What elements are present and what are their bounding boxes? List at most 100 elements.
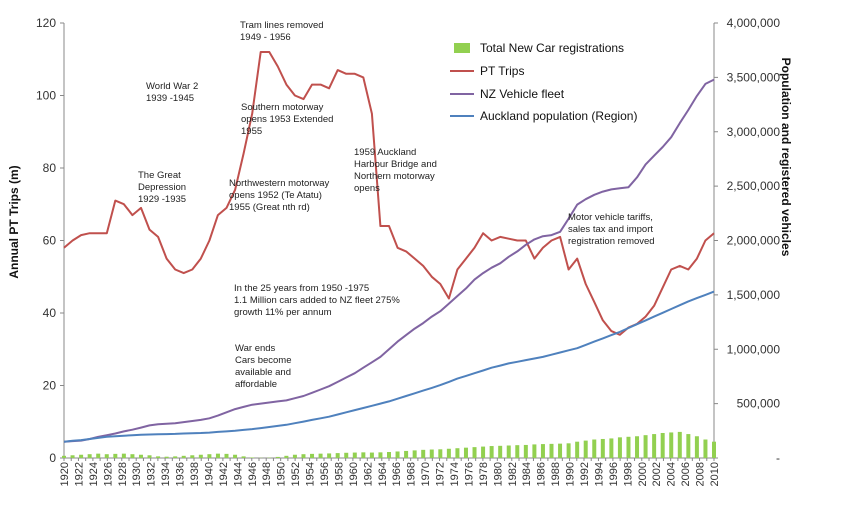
car-registration-bar (327, 453, 332, 458)
car-registration-bar (241, 456, 246, 458)
car-registration-bar (575, 441, 580, 458)
x-tick-label: 1964 (377, 462, 389, 486)
x-tick-label: 1946 (247, 462, 259, 486)
x-tick-label: 1940 (203, 462, 215, 486)
right-tick-label: 1,000,000 (727, 342, 781, 356)
car-registration-bar (335, 453, 340, 458)
annotation: Northwestern motorway opens 1952 (Te Atat… (229, 178, 330, 213)
right-tick-label: 2,000,000 (727, 234, 781, 248)
right-tick-label: 1,500,000 (727, 288, 781, 302)
left-axis-label: Annual PT Trips (m) (7, 165, 21, 278)
car-registration-bar (275, 456, 280, 458)
x-tick-label: 1976 (463, 462, 475, 486)
right-tick-label: 2,500,000 (727, 179, 781, 193)
car-registration-bar (250, 457, 255, 458)
x-tick-label: 1934 (160, 462, 172, 486)
right-tick-label: - (776, 451, 780, 465)
x-tick-label: 1962 (362, 462, 374, 486)
x-tick-label: 1992 (579, 462, 591, 486)
car-registration-bar (481, 446, 486, 458)
x-tick-label: 2010 (709, 462, 721, 486)
car-registration-bar (455, 448, 460, 458)
car-registration-bar (181, 455, 186, 458)
x-tick-label: 1968 (406, 462, 418, 486)
annotations: Tram lines removed 1949 - 1956 World War 2… (138, 20, 655, 390)
annotation: World War 2 1939 -1945 (146, 81, 198, 104)
car-registration-bar (62, 455, 66, 458)
x-tick-label: 1944 (232, 462, 244, 486)
car-registration-bar (669, 432, 674, 458)
x-tick-label: 2002 (651, 462, 663, 486)
car-registration-bar (395, 451, 400, 458)
annotation: 1959 Auckland Harbour Bridge and Northern … (354, 147, 437, 194)
car-registration-bar (138, 454, 143, 458)
series-line-auckland-population-region- (63, 290, 715, 443)
annotation: Southern motorway opens 1953 Extended 1955 (241, 102, 333, 137)
car-registration-bar (207, 454, 212, 458)
car-registration-bar (378, 452, 383, 458)
car-registration-bar (96, 453, 101, 458)
x-tick-label: 1966 (391, 462, 403, 486)
tick-labels: 0 20 40 60 80 100 120 - 500,000 1,000,000 1,500,00… (36, 16, 780, 486)
x-tick-label: 1984 (521, 462, 533, 486)
car-registration-bar (421, 449, 426, 458)
x-tick-label: 1994 (593, 462, 605, 486)
x-tick-label: 1970 (420, 462, 432, 486)
x-tick-label: 1928 (117, 462, 129, 486)
x-tick-label: 1996 (608, 462, 620, 486)
x-tick-label: 1982 (507, 462, 519, 486)
x-tick-label: 1960 (348, 462, 360, 486)
car-registration-bar (540, 444, 545, 458)
left-tick-label: 100 (36, 89, 56, 103)
right-tick-label: 500,000 (737, 397, 781, 411)
left-tick-label: 120 (36, 16, 56, 30)
x-tick-label: 2008 (695, 462, 707, 486)
left-tick-label: 20 (43, 379, 57, 393)
car-registration-bar (318, 453, 323, 458)
car-registration-bar (369, 452, 374, 458)
car-registration-bar (583, 440, 588, 458)
car-registration-bar (515, 445, 520, 458)
car-registration-bar (498, 445, 503, 458)
series-lines (63, 51, 715, 443)
car-registration-bar (284, 455, 289, 458)
car-registration-bar (463, 447, 468, 458)
car-registration-bar (703, 439, 708, 458)
car-registration-bar (224, 453, 229, 458)
car-registration-bar (130, 454, 135, 458)
car-registration-bar (438, 449, 443, 458)
car-registration-bar (233, 454, 238, 458)
car-registration-bar (549, 443, 554, 458)
car-registration-bar (643, 435, 648, 458)
car-registration-bar (506, 445, 511, 458)
legend-label: Total New Car registrations (480, 41, 624, 55)
x-tick-label: 1926 (102, 462, 114, 486)
annotation: Tram lines removed 1949 - 1956 (240, 20, 324, 43)
car-registration-bar (361, 452, 366, 458)
car-registration-bar (301, 454, 306, 458)
car-registration-bar (352, 452, 357, 458)
annotation: The Great Depression 1929 -1935 (138, 170, 186, 205)
car-registration-bar (79, 454, 84, 458)
legend: Total New Car registrations PT Trips NZ Ve… (450, 41, 637, 123)
car-registration-bar (609, 438, 614, 458)
legend-swatch (454, 43, 470, 53)
car-registration-bar (156, 456, 161, 458)
x-tick-label: 1978 (478, 462, 490, 486)
x-tick-label: 1938 (189, 462, 201, 486)
x-tick-label: 2006 (680, 462, 692, 486)
car-registration-bar (292, 454, 297, 458)
car-registration-bar (70, 455, 75, 458)
car-registration-bar (113, 453, 118, 458)
car-registration-bar (404, 450, 409, 458)
x-tick-label: 1958 (333, 462, 345, 486)
car-registration-bar (626, 436, 631, 458)
x-tick-label: 1956 (319, 462, 331, 486)
x-tick-label: 1972 (435, 462, 447, 486)
right-tick-label: 3,500,000 (727, 70, 781, 84)
car-registration-bar (660, 432, 665, 458)
car-registration-bar (592, 439, 597, 458)
series-line-pt-trips (63, 51, 715, 336)
car-registration-bar (523, 444, 528, 458)
